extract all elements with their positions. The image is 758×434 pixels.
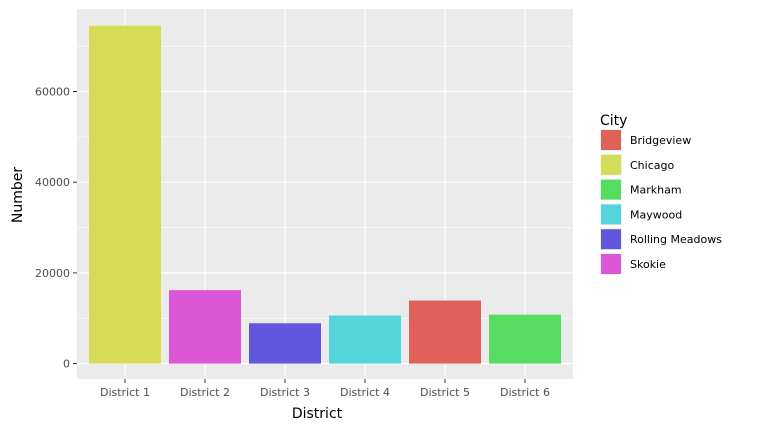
bar-district-2 bbox=[169, 290, 241, 364]
x-tick-label: District 6 bbox=[500, 386, 550, 399]
legend-label: Bridgeview bbox=[630, 134, 691, 147]
bar-district-3 bbox=[249, 323, 321, 364]
legend-swatch bbox=[601, 154, 621, 175]
x-axis: District 1 District 2 District 3 District 4… bbox=[100, 379, 550, 399]
bar-district-4 bbox=[329, 315, 401, 364]
x-axis-title: District bbox=[292, 406, 343, 422]
y-tick-label: 20000 bbox=[35, 267, 70, 280]
x-tick-label: District 3 bbox=[260, 386, 310, 399]
x-tick-label: District 1 bbox=[100, 386, 150, 399]
legend: City Bridgeview Chicago Markham Maywood Roll… bbox=[600, 113, 722, 275]
legend-label: Maywood bbox=[630, 208, 682, 221]
y-tick-label: 60000 bbox=[35, 86, 70, 99]
legend-label: Chicago bbox=[630, 159, 674, 172]
legend-items: Bridgeview Chicago Markham Maywood Rolling M… bbox=[600, 129, 722, 275]
legend-swatch bbox=[601, 204, 621, 225]
legend-label: Rolling Meadows bbox=[630, 233, 722, 246]
legend-label: Markham bbox=[630, 184, 682, 197]
legend-title: City bbox=[600, 113, 627, 129]
x-tick-label: District 5 bbox=[420, 386, 470, 399]
legend-swatch bbox=[601, 130, 621, 150]
y-axis: 0 20000 40000 60000 bbox=[35, 86, 77, 371]
y-axis-title: Number bbox=[10, 167, 26, 223]
legend-swatch bbox=[601, 254, 621, 274]
legend-swatch bbox=[601, 179, 621, 200]
bar-district-6 bbox=[489, 314, 561, 364]
bars bbox=[89, 25, 561, 364]
x-tick-label: District 4 bbox=[340, 386, 390, 399]
legend-swatch bbox=[601, 229, 621, 250]
bar-district-5 bbox=[409, 300, 481, 364]
legend-label: Skokie bbox=[630, 258, 666, 271]
x-tick-label: District 2 bbox=[180, 386, 230, 399]
bar-district-1 bbox=[89, 25, 161, 364]
y-tick-label: 0 bbox=[63, 358, 70, 371]
y-tick-label: 40000 bbox=[35, 176, 70, 189]
